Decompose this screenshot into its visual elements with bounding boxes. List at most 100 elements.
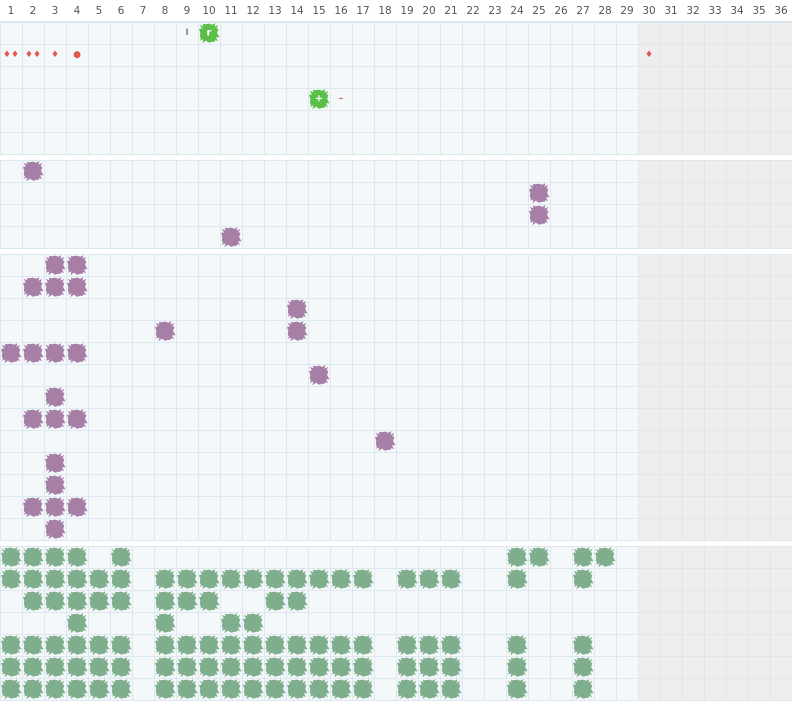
stamp [111, 547, 132, 568]
stamp [67, 277, 88, 298]
stamp [441, 635, 462, 656]
stamp [265, 569, 286, 590]
column-label: 5 [96, 5, 103, 17]
stamp [507, 679, 528, 700]
column-label: 28 [598, 5, 611, 17]
section [0, 546, 792, 701]
stamp [155, 657, 176, 678]
stamp [177, 679, 198, 700]
stamp [111, 657, 132, 678]
stamp [309, 635, 330, 656]
stamp [309, 679, 330, 700]
stamp [23, 679, 44, 700]
stamp [353, 635, 374, 656]
stamp [199, 591, 220, 612]
column-label: 25 [532, 5, 545, 17]
stamp [89, 679, 110, 700]
stamp [419, 635, 440, 656]
column-label: 11 [224, 5, 237, 17]
column-label: 33 [708, 5, 721, 17]
stamp [507, 657, 528, 678]
column-label: 10 [202, 5, 215, 17]
stamp [1, 569, 22, 590]
stamp [375, 431, 396, 452]
stamp [441, 569, 462, 590]
column-label: 35 [752, 5, 765, 17]
column-label: 12 [246, 5, 259, 17]
stamp [265, 657, 286, 678]
stamp [155, 321, 176, 342]
stamp [221, 227, 242, 248]
column-label: 9 [184, 5, 191, 17]
stamp [67, 613, 88, 634]
stamp [243, 569, 264, 590]
stamp [199, 635, 220, 656]
stamp [67, 343, 88, 364]
stamp [23, 343, 44, 364]
stamp [45, 519, 66, 540]
stamp [419, 569, 440, 590]
column-label: 23 [488, 5, 501, 17]
column-label: 22 [466, 5, 479, 17]
stamp [111, 591, 132, 612]
stamp [45, 453, 66, 474]
stamp [23, 591, 44, 612]
stamp [155, 635, 176, 656]
stamp [287, 321, 308, 342]
stamp [45, 657, 66, 678]
stamp [45, 497, 66, 518]
section [0, 160, 792, 249]
stamp [243, 635, 264, 656]
stamp [45, 475, 66, 496]
section [0, 254, 792, 541]
stamp [199, 657, 220, 678]
stamp [507, 547, 528, 568]
cell-symbol: ♦♦ [25, 50, 41, 60]
column-label: 13 [268, 5, 281, 17]
stamp [287, 635, 308, 656]
stamp [419, 679, 440, 700]
column-label: 20 [422, 5, 435, 17]
stamp [1, 343, 22, 364]
stamp [45, 679, 66, 700]
stamp [243, 679, 264, 700]
stamp [45, 277, 66, 298]
stamp [23, 657, 44, 678]
stamp [573, 635, 594, 656]
stamp [287, 569, 308, 590]
stamp [199, 23, 220, 44]
stamp [155, 591, 176, 612]
stamp [23, 635, 44, 656]
column-label: 17 [356, 5, 369, 17]
column-label: 26 [554, 5, 568, 17]
stamp [45, 547, 66, 568]
stamp [1, 547, 22, 568]
stamp [177, 657, 198, 678]
stamp [397, 635, 418, 656]
stamp [441, 657, 462, 678]
stamp [441, 679, 462, 700]
stamp [573, 569, 594, 590]
stamp [177, 569, 198, 590]
stamp [595, 547, 616, 568]
stamp [331, 657, 352, 678]
stamp [507, 635, 528, 656]
stamp [397, 657, 418, 678]
stamp [221, 635, 242, 656]
cell-symbol: I [185, 28, 188, 38]
stamp [573, 657, 594, 678]
stamp [529, 547, 550, 568]
stamp [1, 657, 22, 678]
cell-symbol: ● [73, 50, 81, 60]
column-label: 1 [8, 5, 15, 17]
stamp [23, 409, 44, 430]
column-label: 2 [30, 5, 37, 17]
column-label: 8 [162, 5, 169, 17]
cell-symbol: ♦ [645, 50, 653, 60]
column-label: 3 [52, 5, 59, 17]
stamp [507, 569, 528, 590]
stamp [529, 183, 550, 204]
stamp [1, 679, 22, 700]
